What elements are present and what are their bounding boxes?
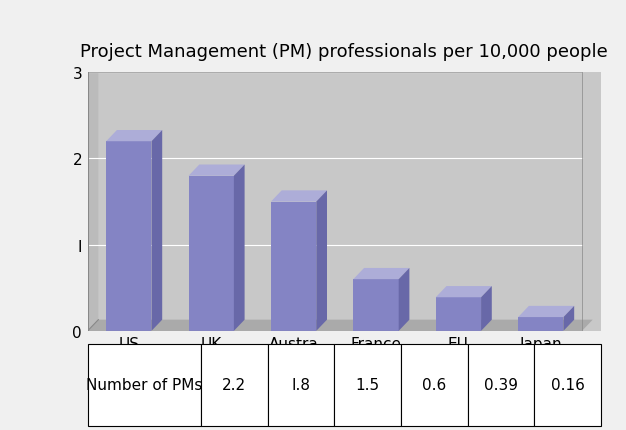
Polygon shape [481, 286, 492, 331]
Polygon shape [106, 142, 151, 331]
Bar [88, 344, 201, 426]
Polygon shape [88, 320, 593, 331]
Polygon shape [436, 286, 492, 298]
Polygon shape [234, 165, 245, 331]
Bar [268, 344, 334, 426]
Polygon shape [106, 131, 162, 142]
Polygon shape [518, 306, 574, 317]
Bar [201, 344, 268, 426]
Text: I.8: I.8 [292, 378, 310, 392]
Text: 0.16: 0.16 [551, 378, 585, 392]
Bar [468, 344, 535, 426]
Text: 2.2: 2.2 [222, 378, 247, 392]
Text: 1.5: 1.5 [356, 378, 380, 392]
Polygon shape [151, 131, 162, 331]
Polygon shape [518, 317, 563, 331]
Polygon shape [271, 202, 316, 331]
Text: 0.39: 0.39 [484, 378, 518, 392]
Bar [401, 344, 468, 426]
Text: 0.6: 0.6 [422, 378, 446, 392]
Polygon shape [399, 268, 409, 331]
Bar [535, 344, 601, 426]
Polygon shape [353, 268, 409, 280]
Polygon shape [353, 280, 399, 331]
Title: Project Management (PM) professionals per 10,000 people: Project Management (PM) professionals pe… [80, 43, 608, 61]
Polygon shape [188, 165, 245, 176]
Polygon shape [563, 306, 574, 331]
Polygon shape [316, 191, 327, 331]
Bar [334, 344, 401, 426]
Polygon shape [188, 176, 234, 331]
Polygon shape [271, 191, 327, 202]
Polygon shape [436, 298, 481, 331]
Text: Number of PMs: Number of PMs [86, 378, 202, 392]
Polygon shape [88, 62, 98, 331]
